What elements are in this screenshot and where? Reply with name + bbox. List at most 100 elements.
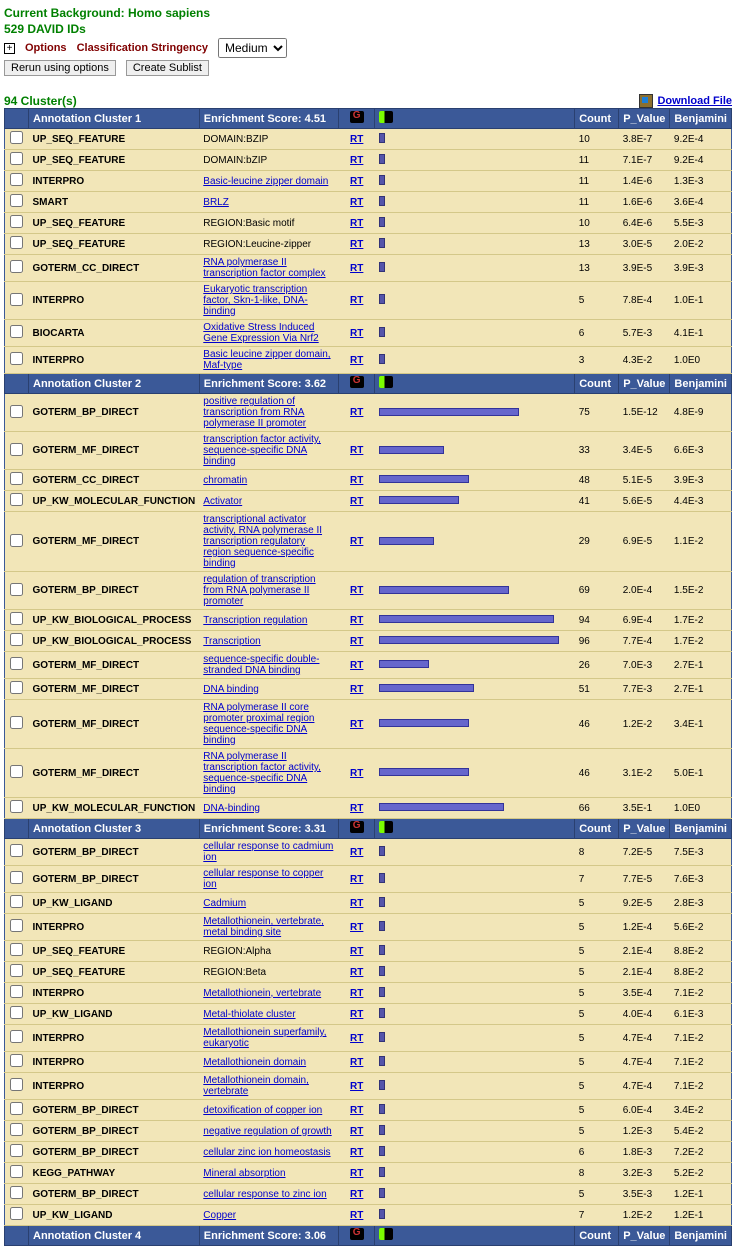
row-checkbox[interactable] [10, 236, 23, 249]
expand-options-icon[interactable]: + [4, 43, 15, 54]
gene-bar-icon[interactable] [379, 1104, 385, 1114]
term-link[interactable]: Metallothionein, vertebrate [203, 988, 321, 999]
rt-link[interactable]: RT [350, 355, 363, 366]
rt-link[interactable]: RT [350, 922, 363, 933]
gene-bar-icon[interactable] [379, 294, 385, 304]
row-checkbox[interactable] [10, 800, 23, 813]
row-checkbox[interactable] [10, 260, 23, 273]
rt-link[interactable]: RT [350, 768, 363, 779]
term-link[interactable]: Transcription regulation [203, 615, 307, 626]
rerun-button[interactable]: Rerun using options [4, 60, 116, 76]
gene-bar-icon[interactable] [379, 987, 385, 997]
rt-link[interactable]: RT [350, 946, 363, 957]
gene-bar-icon[interactable] [379, 873, 385, 883]
gene-bar-icon[interactable] [379, 921, 385, 931]
row-checkbox[interactable] [10, 985, 23, 998]
term-link[interactable]: chromatin [203, 475, 247, 486]
gene-bar-icon[interactable] [379, 1167, 385, 1177]
row-checkbox[interactable] [10, 681, 23, 694]
term-link[interactable]: Mineral absorption [203, 1168, 285, 1179]
g-icon[interactable] [350, 111, 364, 123]
gene-bar-icon[interactable] [379, 897, 385, 907]
row-checkbox[interactable] [10, 1123, 23, 1136]
term-link[interactable]: Activator [203, 496, 242, 507]
row-checkbox[interactable] [10, 895, 23, 908]
rt-link[interactable]: RT [350, 328, 363, 339]
term-link[interactable]: Metallothionein domain [203, 1057, 306, 1068]
rt-link[interactable]: RT [350, 967, 363, 978]
heatmap-icon[interactable] [379, 821, 393, 833]
rt-link[interactable]: RT [350, 684, 363, 695]
term-link[interactable]: Oxidative Stress Induced Gene Expression… [203, 322, 318, 344]
row-checkbox[interactable] [10, 194, 23, 207]
rt-link[interactable]: RT [350, 1105, 363, 1116]
rt-link[interactable]: RT [350, 475, 363, 486]
term-link[interactable]: positive regulation of transcription fro… [203, 396, 306, 429]
row-checkbox[interactable] [10, 325, 23, 338]
rt-link[interactable]: RT [350, 407, 363, 418]
row-checkbox[interactable] [10, 871, 23, 884]
term-link[interactable]: Copper [203, 1210, 236, 1221]
row-checkbox[interactable] [10, 293, 23, 306]
rt-link[interactable]: RT [350, 1210, 363, 1221]
gene-bar[interactable] [379, 768, 571, 778]
gene-bar-icon[interactable] [379, 238, 385, 248]
term-link[interactable]: transcriptional activator activity, RNA … [203, 514, 322, 569]
row-checkbox[interactable] [10, 716, 23, 729]
gene-bar[interactable] [379, 586, 571, 596]
term-link[interactable]: Metal-thiolate cluster [203, 1009, 295, 1020]
term-link[interactable]: Basic leucine zipper domain, Maf-type [203, 349, 330, 371]
row-checkbox[interactable] [10, 1030, 23, 1043]
gene-bar[interactable] [379, 615, 571, 625]
gene-bar[interactable] [379, 684, 571, 694]
rt-link[interactable]: RT [350, 847, 363, 858]
rt-link[interactable]: RT [350, 803, 363, 814]
heatmap-icon[interactable] [379, 376, 393, 388]
term-link[interactable]: DNA binding [203, 684, 259, 695]
term-link[interactable]: RNA polymerase II core promoter proximal… [203, 702, 314, 746]
gene-bar-icon[interactable] [379, 354, 385, 364]
rt-link[interactable]: RT [350, 1033, 363, 1044]
gene-bar-icon[interactable] [379, 262, 385, 272]
row-checkbox[interactable] [10, 633, 23, 646]
rt-link[interactable]: RT [350, 1126, 363, 1137]
row-checkbox[interactable] [10, 405, 23, 418]
row-checkbox[interactable] [10, 173, 23, 186]
gene-bar-icon[interactable] [379, 945, 385, 955]
row-checkbox[interactable] [10, 1102, 23, 1115]
term-link[interactable]: Transcription [203, 636, 260, 647]
row-checkbox[interactable] [10, 493, 23, 506]
gene-bar[interactable] [379, 719, 571, 729]
row-checkbox[interactable] [10, 964, 23, 977]
row-checkbox[interactable] [10, 1054, 23, 1067]
term-link[interactable]: cellular zinc ion homeostasis [203, 1147, 330, 1158]
rt-link[interactable]: RT [350, 1168, 363, 1179]
rt-link[interactable]: RT [350, 898, 363, 909]
gene-bar[interactable] [379, 803, 571, 813]
row-checkbox[interactable] [10, 1078, 23, 1091]
download-file-link[interactable]: Download File [639, 94, 732, 108]
row-checkbox[interactable] [10, 1006, 23, 1019]
gene-bar-icon[interactable] [379, 1125, 385, 1135]
rt-link[interactable]: RT [350, 660, 363, 671]
term-link[interactable]: Eukaryotic transcription factor, Skn-1-l… [203, 284, 307, 317]
gene-bar-icon[interactable] [379, 966, 385, 976]
term-link[interactable]: detoxification of copper ion [203, 1105, 322, 1116]
rt-link[interactable]: RT [350, 536, 363, 547]
rt-link[interactable]: RT [350, 636, 363, 647]
gene-bar-icon[interactable] [379, 1146, 385, 1156]
gene-bar[interactable] [379, 636, 571, 646]
term-link[interactable]: Metallothionein, vertebrate, metal bindi… [203, 916, 324, 938]
row-checkbox[interactable] [10, 152, 23, 165]
gene-bar-icon[interactable] [379, 175, 385, 185]
gene-bar[interactable] [379, 496, 571, 506]
gene-bar-icon[interactable] [379, 1032, 385, 1042]
gene-bar-icon[interactable] [379, 217, 385, 227]
gene-bar[interactable] [379, 446, 571, 456]
term-link[interactable]: Basic-leucine zipper domain [203, 176, 328, 187]
g-icon[interactable] [350, 376, 364, 388]
gene-bar-icon[interactable] [379, 196, 385, 206]
row-checkbox[interactable] [10, 443, 23, 456]
row-checkbox[interactable] [10, 657, 23, 670]
term-link[interactable]: negative regulation of growth [203, 1126, 331, 1137]
